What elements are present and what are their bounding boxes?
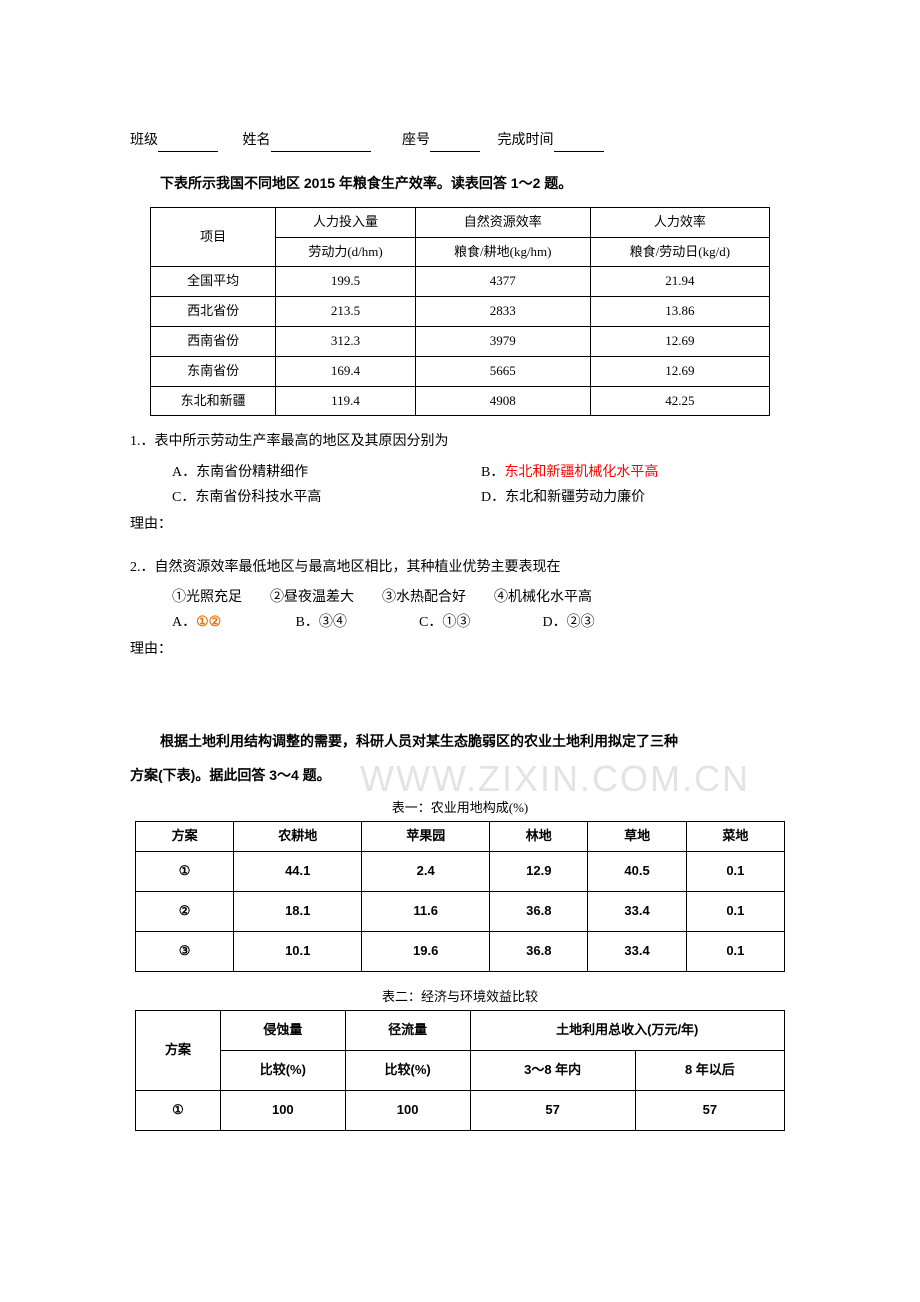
q2-optB: B．③④ <box>296 610 416 635</box>
table-row: ① 44.1 2.4 12.9 40.5 0.1 <box>136 852 785 892</box>
sub-grain-labor: 粮食/劳动日(kg/d) <box>590 237 769 267</box>
q2-reason: 理由： <box>130 639 790 661</box>
col-nature-eff: 自然资源效率 <box>415 207 590 237</box>
table-row: 西北省份 213.5 2833 13.86 <box>151 297 770 327</box>
table-row: ② 18.1 11.6 36.8 33.4 0.1 <box>136 892 785 932</box>
seat-blank <box>430 136 480 152</box>
q1-optC: C．东南省份科技水平高 <box>172 485 481 510</box>
class-blank <box>158 136 218 152</box>
table3-caption: 表二：经济与环境效益比较 <box>130 987 790 1008</box>
table-row: 东南省份 169.4 5665 12.69 <box>151 356 770 386</box>
col-project: 项目 <box>151 207 276 267</box>
table2-caption: 表一：农业用地构成(%) <box>130 798 790 819</box>
seat-label: 座号 <box>402 133 430 148</box>
sub-grain-land: 粮食/耕地(kg/hm) <box>415 237 590 267</box>
instruction-2a: 根据土地利用结构调整的需要，科研人员对某生态脆弱区的农业土地利用拟定了三种 <box>160 730 790 752</box>
table-row: 西南省份 312.3 3979 12.69 <box>151 326 770 356</box>
header-fields: 班级 姓名 座号 完成时间 <box>130 130 790 152</box>
q1-optD: D．东北和新疆劳动力廉价 <box>481 485 790 510</box>
q1-reason: 理由： <box>130 514 790 536</box>
q2-stem: 2.．自然资源效率最低地区与最高地区相比，其种植业优势主要表现在 <box>130 557 790 579</box>
q1-optA: A．东南省份精耕细作 <box>172 460 481 485</box>
table-row: ③ 10.1 19.6 36.8 33.4 0.1 <box>136 932 785 972</box>
time-label: 完成时间 <box>498 133 554 148</box>
instruction-1: 下表所示我国不同地区 2015 年粮食生产效率。读表回答 1～2 题。 <box>160 172 790 194</box>
table-row: 全国平均 199.5 4377 21.94 <box>151 267 770 297</box>
name-label: 姓名 <box>243 133 271 148</box>
col-labor-input: 人力投入量 <box>276 207 416 237</box>
q1-stem: 1.．表中所示劳动生产率最高的地区及其原因分别为 <box>130 431 790 453</box>
q2-options: ①光照充足 ②昼夜温差大 ③水热配合好 ④机械化水平高 A．①② B．③④ C．… <box>172 585 790 635</box>
q2-optC: C．①③ <box>419 610 539 635</box>
time-blank <box>554 136 604 152</box>
q2-choices: ①光照充足 ②昼夜温差大 ③水热配合好 ④机械化水平高 <box>172 585 790 610</box>
benefit-table: 方案 侵蚀量 径流量 土地利用总收入(万元/年) 比较(%) 比较(%) 3～8… <box>135 1010 785 1131</box>
q2-optA: ①② <box>196 610 221 635</box>
col-labor-eff: 人力效率 <box>590 207 769 237</box>
table-row: ① 100 100 57 57 <box>136 1091 785 1131</box>
name-blank <box>271 136 371 152</box>
sub-labor: 劳动力(d/hm) <box>276 237 416 267</box>
q2-optD: D．②③ <box>543 610 663 635</box>
instruction-2b: 方案(下表)。据此回答 3～4 题。 <box>130 764 790 786</box>
q1-options: A．东南省份精耕细作 B．东北和新疆机械化水平高 C．东南省份科技水平高 D．东… <box>172 460 790 510</box>
class-label: 班级 <box>130 133 158 148</box>
table-row: 东北和新疆 119.4 4908 42.25 <box>151 386 770 416</box>
efficiency-table: 项目 人力投入量 自然资源效率 人力效率 劳动力(d/hm) 粮食/耕地(kg/… <box>150 207 770 417</box>
q1-optB: 东北和新疆机械化水平高 <box>504 465 658 480</box>
landuse-table: 方案 农耕地 苹果园 林地 草地 菜地 ① 44.1 2.4 12.9 40.5… <box>135 821 785 972</box>
